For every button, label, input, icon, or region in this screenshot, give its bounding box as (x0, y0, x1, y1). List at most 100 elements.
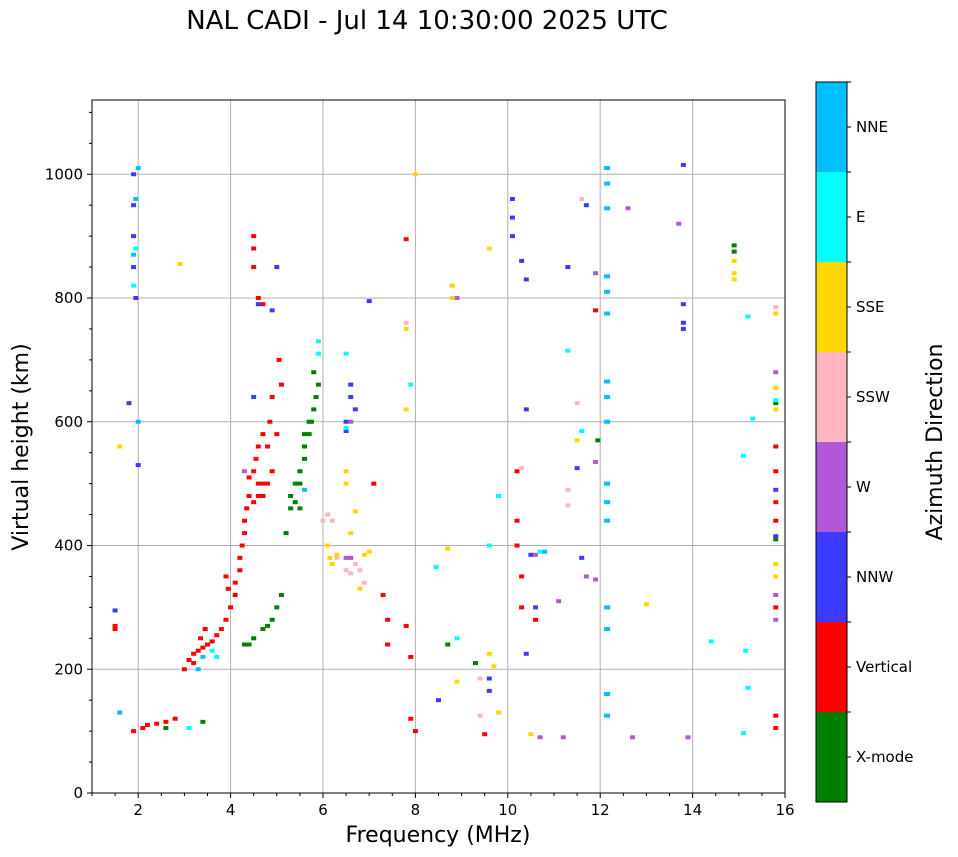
data-point (223, 617, 229, 622)
data-point (255, 481, 261, 486)
data-point (731, 258, 737, 263)
series-x-mode (163, 243, 779, 731)
data-point (533, 552, 539, 557)
data-point (643, 602, 649, 607)
data-point (486, 246, 492, 251)
data-point (297, 506, 303, 511)
data-point (131, 729, 137, 734)
data-point (246, 642, 252, 647)
data-point (773, 713, 779, 718)
data-point (773, 305, 779, 310)
data-point (269, 308, 275, 313)
data-point (773, 500, 779, 505)
data-point (306, 432, 312, 437)
data-point (385, 617, 391, 622)
data-point (306, 419, 312, 424)
y-tick-label: 1000 (45, 165, 83, 183)
series-w (241, 206, 779, 740)
colorbar-frame (815, 81, 848, 803)
colorbar-tick-label: W (856, 478, 871, 496)
data-point (773, 401, 779, 406)
data-point (260, 494, 266, 498)
data-point (519, 574, 525, 579)
data-point (743, 648, 749, 653)
data-point (251, 500, 257, 505)
data-point (604, 481, 611, 486)
data-point (214, 654, 220, 659)
data-point (403, 320, 409, 325)
data-point (302, 444, 308, 449)
data-point (218, 627, 224, 632)
series-e (131, 246, 779, 735)
data-point (604, 166, 611, 171)
colorbar-segment (816, 712, 847, 802)
data-point (131, 234, 137, 239)
colorbar-tick-label: NNW (856, 568, 893, 586)
data-point (357, 586, 363, 591)
data-point (604, 500, 611, 505)
data-point (604, 419, 611, 424)
data-point (740, 453, 746, 458)
data-point (528, 552, 534, 557)
data-point (560, 735, 566, 740)
data-point (537, 735, 543, 740)
data-point (325, 512, 331, 517)
data-point (267, 419, 273, 424)
data-point (297, 481, 303, 486)
data-point (191, 651, 197, 656)
data-point (191, 661, 197, 666)
data-point (362, 580, 368, 585)
data-point (343, 568, 349, 573)
data-point (773, 537, 779, 542)
data-point (315, 339, 321, 344)
data-point (246, 494, 252, 498)
chart-title: NAL CADI - Jul 14 10:30:00 2025 UTC (186, 6, 668, 36)
series-vertical (112, 234, 779, 737)
data-point (604, 395, 611, 399)
data-point (131, 172, 137, 177)
data-point (482, 732, 488, 737)
x-tick-label: 16 (775, 801, 794, 819)
data-point (343, 419, 349, 424)
data-point (740, 730, 746, 735)
data-point (604, 627, 611, 632)
x-tick-label: 2 (133, 801, 143, 819)
data-point (371, 481, 377, 486)
x-axis-label: Frequency (MHz) (346, 823, 531, 848)
data-point (412, 172, 418, 177)
data-point (343, 481, 349, 486)
data-point (745, 685, 751, 690)
data-point (274, 265, 280, 270)
data-point (357, 568, 363, 573)
data-point (403, 237, 409, 242)
data-point (133, 296, 139, 300)
data-point (625, 206, 631, 211)
data-point (583, 203, 589, 208)
series-nne (117, 166, 611, 718)
data-point (348, 531, 354, 536)
data-point (680, 326, 686, 331)
x-tick-label: 4 (226, 801, 236, 819)
data-point (255, 296, 261, 300)
colorbar-tick-label: NNE (856, 118, 888, 136)
data-point (348, 555, 354, 560)
data-point (604, 605, 611, 610)
data-point (209, 639, 215, 644)
data-point (186, 657, 192, 662)
data-point (680, 162, 686, 167)
data-point (302, 432, 308, 437)
data-point (278, 382, 284, 387)
data-point (195, 667, 201, 672)
data-point (680, 302, 686, 307)
data-point (593, 577, 599, 582)
data-point (773, 487, 779, 492)
colorbar-tick-label: SSW (856, 388, 890, 406)
data-point (241, 531, 247, 536)
data-point (241, 518, 247, 523)
data-point (445, 546, 451, 551)
data-point (200, 645, 206, 650)
data-point (472, 661, 478, 666)
data-point (133, 246, 139, 251)
data-point (241, 469, 247, 474)
